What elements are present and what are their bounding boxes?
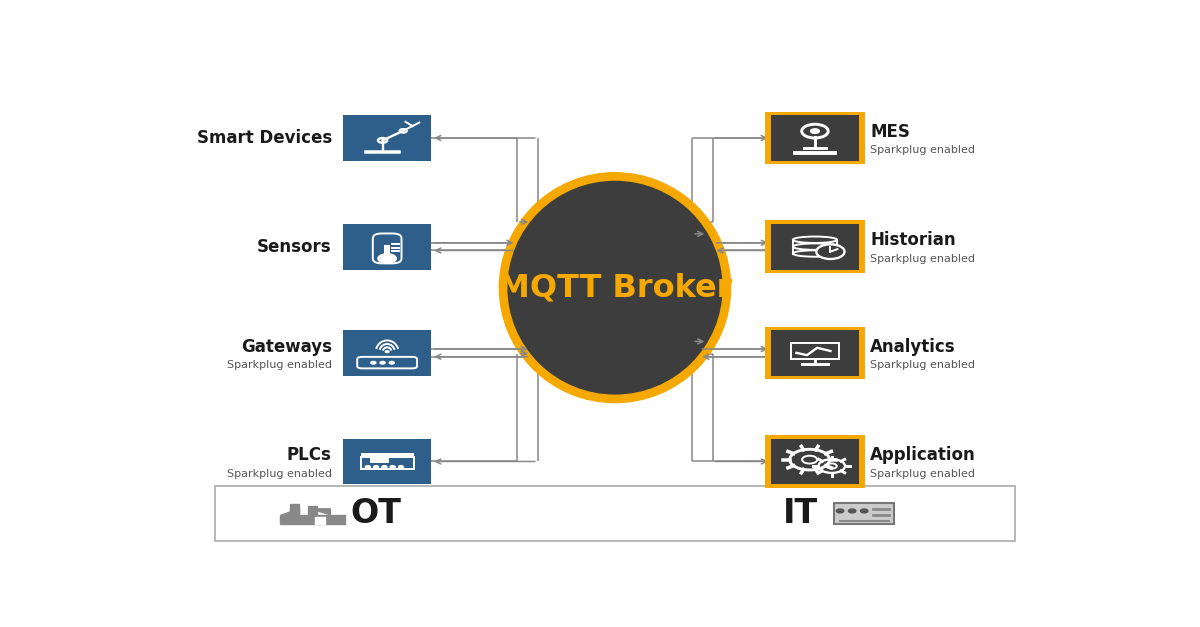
FancyBboxPatch shape [343,115,431,161]
Circle shape [390,466,395,468]
Circle shape [810,129,820,134]
Circle shape [382,466,386,468]
Ellipse shape [508,181,722,394]
FancyBboxPatch shape [361,453,414,456]
FancyBboxPatch shape [215,485,1015,541]
Circle shape [836,509,844,513]
Text: OT: OT [350,497,401,530]
FancyBboxPatch shape [770,115,859,161]
FancyBboxPatch shape [343,330,431,376]
Circle shape [398,466,403,468]
Text: Sparkplug enabled: Sparkplug enabled [870,145,976,155]
Polygon shape [280,507,299,515]
FancyBboxPatch shape [764,435,865,488]
Text: Sparkplug enabled: Sparkplug enabled [227,468,332,478]
Text: Analytics: Analytics [870,337,956,356]
Text: Historian: Historian [870,231,956,250]
Circle shape [860,509,868,513]
Text: Sparkplug enabled: Sparkplug enabled [227,360,332,370]
Text: IT: IT [782,497,817,530]
Text: PLCs: PLCs [287,446,332,464]
FancyBboxPatch shape [384,245,390,258]
Circle shape [848,509,856,513]
Circle shape [373,466,379,468]
FancyBboxPatch shape [770,330,859,376]
Polygon shape [311,508,330,515]
Ellipse shape [499,173,731,403]
FancyBboxPatch shape [370,456,389,463]
Circle shape [816,245,845,259]
Text: MES: MES [870,123,910,140]
Polygon shape [316,517,325,524]
Text: Gateways: Gateways [241,337,332,356]
Circle shape [380,361,385,364]
FancyBboxPatch shape [834,502,894,524]
FancyBboxPatch shape [343,438,431,485]
Circle shape [365,466,371,468]
Circle shape [371,361,376,364]
FancyBboxPatch shape [343,224,431,270]
Text: Sparkplug enabled: Sparkplug enabled [870,468,976,478]
FancyBboxPatch shape [770,438,859,485]
FancyBboxPatch shape [764,221,865,273]
Polygon shape [280,515,346,524]
Text: Smart Devices: Smart Devices [197,129,332,147]
Text: MQTT Broker: MQTT Broker [498,272,732,303]
Circle shape [389,361,395,364]
FancyBboxPatch shape [764,112,865,164]
Text: Sparkplug enabled: Sparkplug enabled [870,360,976,370]
Text: Sparkplug enabled: Sparkplug enabled [870,254,976,264]
Text: Sensors: Sensors [257,238,332,256]
Polygon shape [290,503,299,515]
FancyBboxPatch shape [770,224,859,270]
Polygon shape [307,506,317,515]
Text: Application: Application [870,446,976,464]
Circle shape [385,350,389,352]
FancyBboxPatch shape [764,327,865,379]
Circle shape [378,254,396,263]
